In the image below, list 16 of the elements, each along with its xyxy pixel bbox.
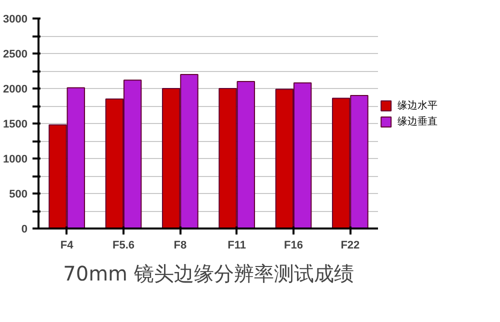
y-tick-label: 3000 bbox=[3, 14, 28, 26]
y-tick-label: 2000 bbox=[3, 84, 28, 96]
x-tick-label: F22 bbox=[340, 240, 360, 252]
y-tick-label: 2500 bbox=[3, 48, 28, 60]
y-tick-label: 1000 bbox=[3, 154, 28, 166]
x-tick-label: F16 bbox=[284, 240, 303, 252]
legend-label: 缘边垂直 bbox=[398, 116, 438, 128]
y-tick-label: 1500 bbox=[3, 118, 28, 130]
y-tick-label: 0 bbox=[21, 224, 28, 236]
y-tick-label: 500 bbox=[9, 188, 28, 200]
x-tick-label: F11 bbox=[228, 240, 246, 252]
x-tick-label: F8 bbox=[174, 240, 187, 252]
text: 70mm 镜头边缘分辨率测试成绩 bbox=[63, 262, 354, 286]
x-tick-label: F5.6 bbox=[112, 240, 135, 252]
legend-label: 缘边水平 bbox=[398, 99, 438, 112]
x-tick-label: F4 bbox=[60, 240, 74, 252]
